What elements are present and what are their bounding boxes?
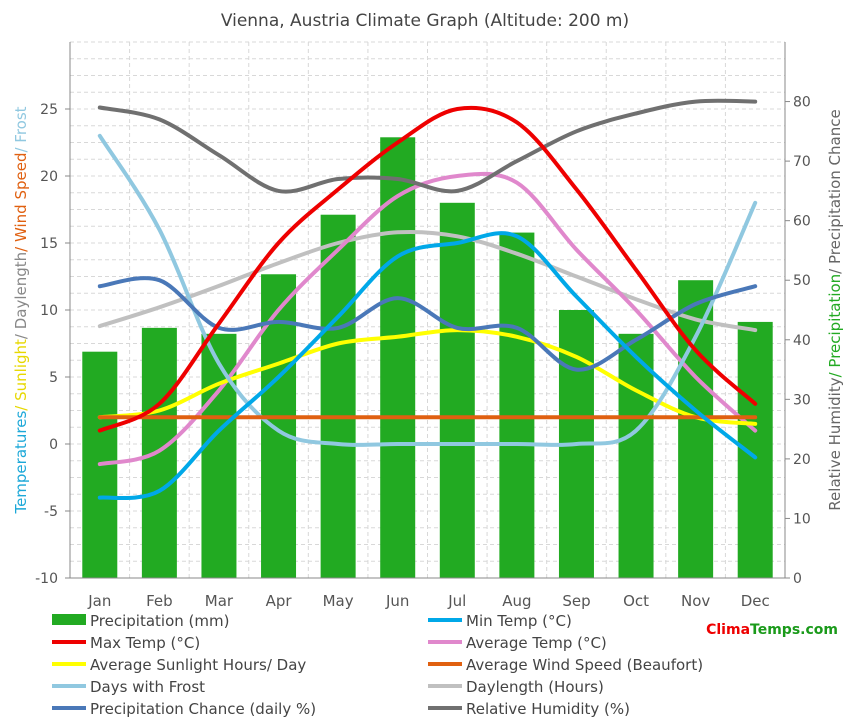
legend-label: Relative Humidity (%) [466,700,630,718]
left-axis-title: Temperatures/ Sunlight/ Daylength/ Wind … [12,106,30,514]
x-tick-label: Feb [146,592,173,610]
legend-label: Average Temp (°C) [466,634,607,652]
legend-label: Min Temp (°C) [466,612,572,630]
precip-bar [380,137,416,579]
x-tick-label: Oct [623,592,649,610]
left-axis-title-part: / Sunlight [12,339,30,411]
right-axis-title: Relative Humidity/ Precipitation/ Precip… [826,109,844,510]
precip-bar [618,333,654,578]
x-tick-label: Nov [681,592,710,610]
x-tick-label: Sep [562,592,590,610]
left-tick-label: 20 [40,169,58,185]
brand-part-temps: Temps [750,622,800,638]
x-tick-label: May [323,592,354,610]
x-tick-label: Jan [87,592,111,610]
left-axis-title-part: Temperatures [12,411,30,515]
left-tick-label: -10 [35,571,58,587]
right-axis-title-part: / Precipitation Chance [826,109,844,274]
left-tick-label: -5 [44,504,58,520]
legend-label: Precipitation Chance (daily %) [90,700,316,718]
x-tick-label: Jun [385,592,409,610]
right-tick-label: 70 [793,154,811,170]
precip-bar [201,333,237,578]
series-line-relative-humidity [97,98,758,194]
left-axis-title-part: / Frost [12,106,30,152]
legend-label: Max Temp (°C) [90,634,200,652]
precip-bar [320,214,356,578]
right-tick-label: 80 [793,95,811,111]
x-tick-label: Mar [205,592,234,610]
chart-title: Vienna, Austria Climate Graph (Altitude:… [221,11,629,31]
left-tick-label: 5 [49,370,58,386]
legend-label: Average Sunlight Hours/ Day [90,656,306,674]
right-tick-label: 30 [793,392,811,408]
precip-bar [678,280,714,578]
right-axis-title-part: / Precipitation [826,274,844,378]
right-tick-label: 50 [793,273,811,289]
precip-bar [499,232,535,579]
left-tick-label: 0 [49,437,58,453]
left-tick-label: 10 [40,303,58,319]
precip-bar [261,274,297,578]
right-tick-label: 20 [793,452,811,468]
series-line-average-sunlight-hours-day [97,328,758,426]
left-axis-title-part: / Daylength [12,252,30,339]
series-line-daylength-hours [97,229,758,333]
series-line-min-temp-c [97,231,758,501]
x-tick-label: Dec [741,592,770,610]
legend-label: Daylength (Hours) [466,678,604,696]
brand-part-clima: Clima [706,622,750,638]
right-tick-label: 60 [793,214,811,230]
x-tick-label: Apr [266,592,293,610]
left-tick-label: 25 [40,102,58,118]
series-line-max-temp-c [97,105,758,433]
legend-swatch [52,614,86,625]
right-tick-label: 10 [793,511,811,527]
legend-label: Days with Frost [90,678,205,696]
right-tick-label: 0 [793,571,802,587]
x-tick-label: Jul [447,592,466,610]
left-tick-label: 15 [40,236,58,252]
left-axis-title-part: / Wind Speed [12,153,30,252]
brand-part-com: .com [800,622,838,638]
series-line-precipitation-chance-daily [97,276,758,372]
precip-bar [439,202,475,579]
x-tick-label: Aug [502,592,531,610]
brand-logo: ClimaTemps.com [706,622,838,638]
legend-label: Average Wind Speed (Beaufort) [466,656,703,674]
right-tick-label: 40 [793,333,811,349]
right-axis-title-part: Relative Humidity [826,377,844,510]
legend-label: Precipitation (mm) [90,612,229,630]
